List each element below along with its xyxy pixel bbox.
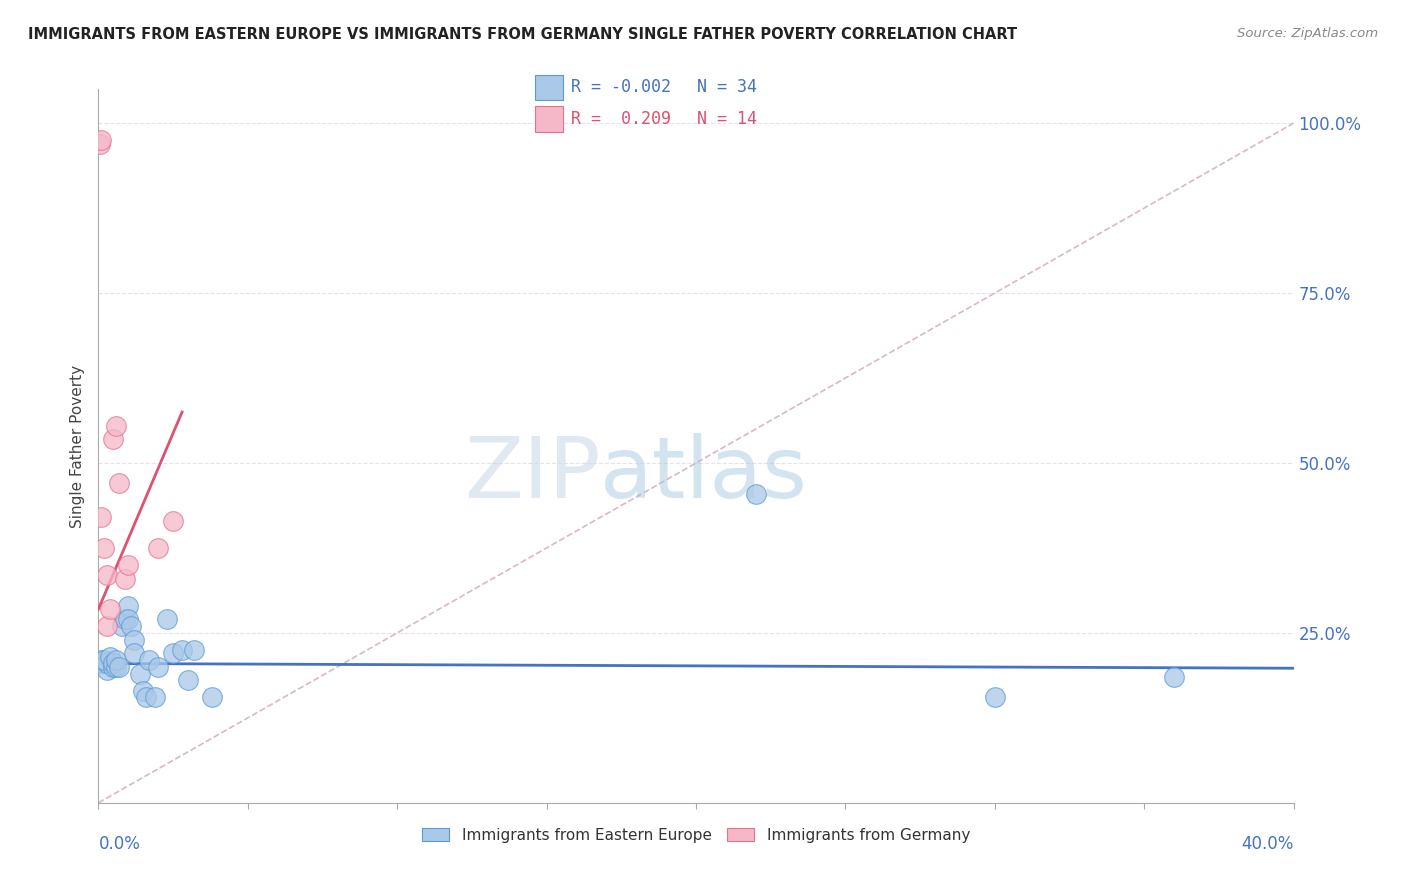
Point xyxy=(103,657,125,671)
Point xyxy=(93,541,115,555)
Text: R = -0.002: R = -0.002 xyxy=(571,78,671,96)
Text: R =  0.209: R = 0.209 xyxy=(571,110,671,128)
Point xyxy=(100,602,122,616)
Point xyxy=(105,660,128,674)
Point xyxy=(124,646,146,660)
Point xyxy=(162,514,184,528)
Point xyxy=(138,653,160,667)
Point xyxy=(96,663,118,677)
Point xyxy=(745,486,768,500)
Bar xyxy=(536,75,562,100)
Point xyxy=(120,619,142,633)
Point xyxy=(117,558,139,572)
Text: ZIP: ZIP xyxy=(464,433,600,516)
Text: N = 14: N = 14 xyxy=(697,110,758,128)
Point xyxy=(103,432,125,446)
Point xyxy=(143,690,166,705)
Point xyxy=(129,666,152,681)
Point xyxy=(103,660,125,674)
Point xyxy=(100,649,122,664)
Bar xyxy=(536,106,562,131)
Point xyxy=(177,673,200,688)
Point xyxy=(135,690,157,705)
Point xyxy=(90,133,112,147)
Point xyxy=(183,643,205,657)
Point xyxy=(148,541,170,555)
Point xyxy=(105,418,128,433)
Point xyxy=(148,660,170,674)
Point xyxy=(162,646,184,660)
Point xyxy=(96,568,118,582)
Point xyxy=(156,612,179,626)
Text: atlas: atlas xyxy=(600,433,808,516)
Legend: Immigrants from Eastern Europe, Immigrants from Germany: Immigrants from Eastern Europe, Immigran… xyxy=(416,822,976,848)
Y-axis label: Single Father Poverty: Single Father Poverty xyxy=(70,365,86,527)
Point xyxy=(201,690,224,705)
Text: Source: ZipAtlas.com: Source: ZipAtlas.com xyxy=(1237,27,1378,40)
Text: 0.0%: 0.0% xyxy=(98,835,141,853)
Point xyxy=(105,653,128,667)
Point xyxy=(90,653,112,667)
Point xyxy=(93,657,115,671)
Point xyxy=(172,643,194,657)
Point xyxy=(96,657,118,671)
Point xyxy=(108,476,131,491)
Point xyxy=(96,619,118,633)
Text: IMMIGRANTS FROM EASTERN EUROPE VS IMMIGRANTS FROM GERMANY SINGLE FATHER POVERTY : IMMIGRANTS FROM EASTERN EUROPE VS IMMIGR… xyxy=(28,27,1018,42)
Point xyxy=(124,632,146,647)
Point xyxy=(117,599,139,613)
Point xyxy=(117,612,139,626)
Point xyxy=(114,612,136,626)
Point xyxy=(111,619,134,633)
Point xyxy=(89,136,111,151)
Point xyxy=(132,683,155,698)
Point xyxy=(114,572,136,586)
Point xyxy=(90,510,112,524)
Point xyxy=(108,660,131,674)
Point xyxy=(93,653,115,667)
Point xyxy=(984,690,1007,705)
Point xyxy=(1163,670,1185,684)
Text: N = 34: N = 34 xyxy=(697,78,758,96)
Text: 40.0%: 40.0% xyxy=(1241,835,1294,853)
Point xyxy=(90,657,112,671)
